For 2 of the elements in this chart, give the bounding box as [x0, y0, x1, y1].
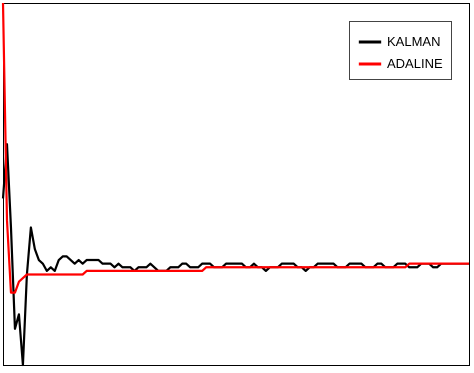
- legend-label: KALMAN: [387, 34, 440, 49]
- legend-label: ADALINE: [387, 56, 443, 71]
